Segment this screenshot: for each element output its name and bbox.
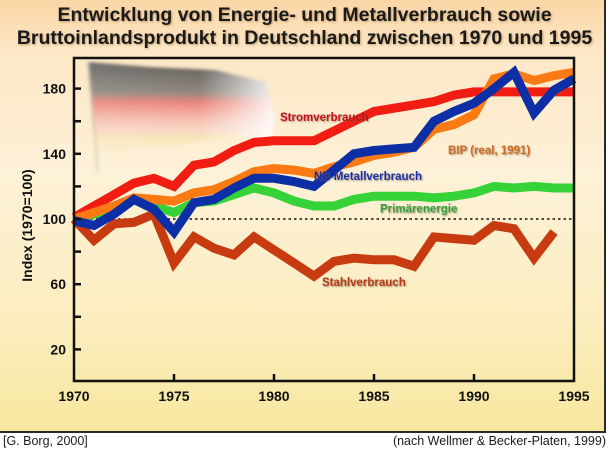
series-label-bip-real-1991: BIP (real, 1991) [448, 145, 530, 157]
y-axis-label: Index (1970=100) [19, 169, 35, 281]
y-tick-label-60: 60 [50, 276, 66, 292]
y-tick-label-20: 20 [50, 341, 66, 357]
x-tick-label-1980: 1980 [258, 388, 289, 404]
x-tick-label-1970: 1970 [58, 388, 89, 404]
german-flag-image [87, 61, 275, 173]
series-label-ne-metallverbrauch: NE-Metallverbrauch [314, 171, 422, 183]
chart-title-line-1: Entwicklung von Energie- und Metallverbr… [57, 4, 552, 26]
series-line-ne-metallverbrauch [72, 65, 577, 240]
chart-title-line-2: Bruttoinlandsprodukt in Deutschland zwis… [16, 27, 593, 49]
series-label-stromverbrauch: Stromverbrauch [280, 112, 369, 124]
series-line-bip-real-1991 [72, 67, 575, 224]
x-tick-label-1995: 1995 [558, 388, 589, 404]
y-tick-label-140: 140 [43, 146, 67, 162]
chart-title: Entwicklung von Energie- und Metallverbr… [0, 4, 609, 50]
footer-source: (nach Wellmer & Becker-Platen, 1999) [392, 434, 606, 448]
series-line-stahlverbrauch [70, 208, 558, 282]
series-label-stahlverbrauch: Stahlverbrauch [322, 277, 406, 289]
x-tick-label-1985: 1985 [358, 388, 389, 404]
footer-credit: [G. Borg, 2000] [3, 434, 88, 448]
y-tick-label-180: 180 [43, 81, 67, 97]
y-tick-label-100: 100 [43, 211, 67, 227]
series-label-primärenergie: Primärenergie [380, 203, 457, 215]
x-tick-label-1990: 1990 [458, 388, 489, 404]
x-tick-label-1975: 1975 [158, 388, 189, 404]
